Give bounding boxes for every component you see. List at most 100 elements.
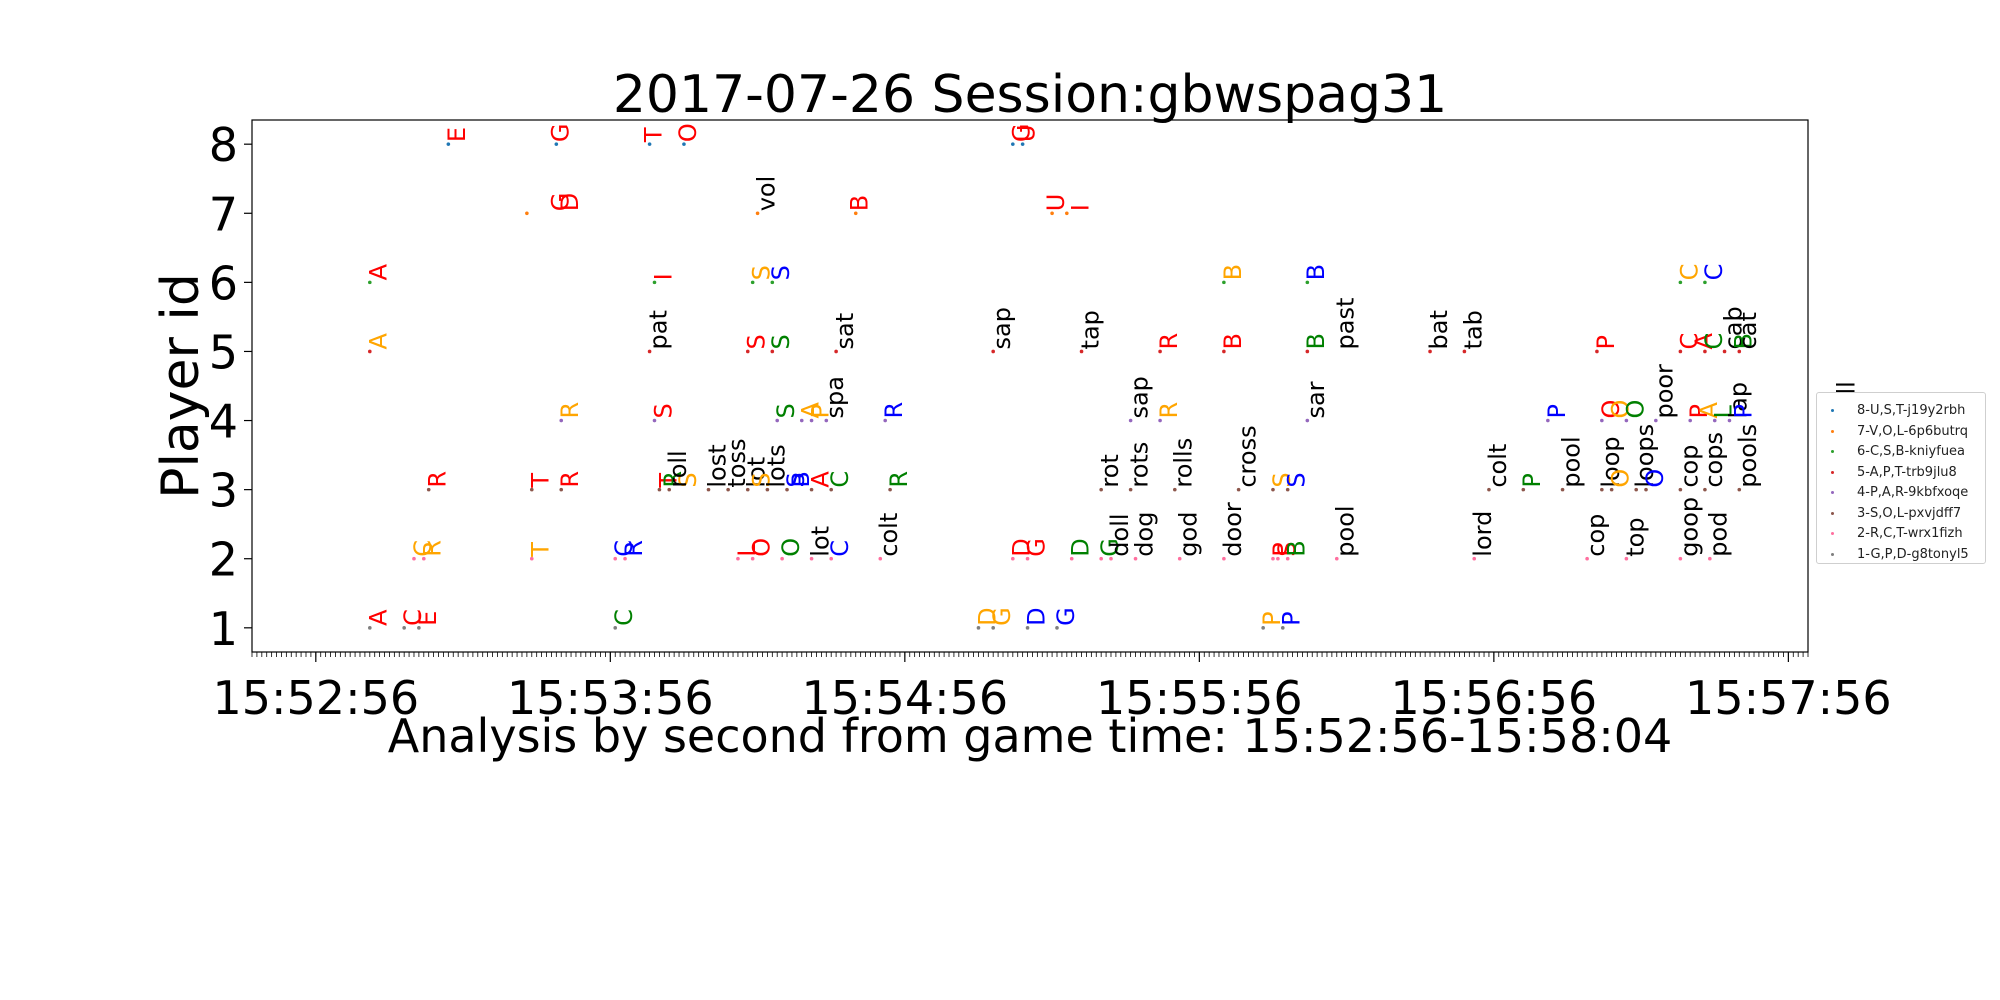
data-point <box>559 487 564 492</box>
data-point <box>878 556 883 561</box>
data-point <box>1133 556 1138 561</box>
annotation-label: G <box>546 193 574 212</box>
data-point <box>554 142 559 146</box>
data-point <box>706 487 711 492</box>
annotation-label: toss <box>723 439 751 488</box>
annotation-label: sar <box>1302 381 1330 418</box>
y-tick-label: 2 <box>209 533 238 587</box>
data-point <box>1236 487 1241 492</box>
data-point <box>1678 487 1683 492</box>
annotation-label: D <box>1008 538 1036 556</box>
annotation-label: C <box>610 540 638 557</box>
annotation-label: R <box>880 402 908 419</box>
data-point <box>824 418 829 423</box>
data-point <box>682 142 686 146</box>
legend-marker <box>1831 532 1834 535</box>
data-point <box>1158 418 1162 423</box>
data-point <box>1428 349 1432 354</box>
y-tick-label: 1 <box>209 602 238 656</box>
annotation-label: O <box>1597 400 1625 419</box>
annotation-label: top <box>1621 517 1649 556</box>
data-point <box>1487 487 1491 492</box>
annotation-label: B <box>1302 333 1330 349</box>
annotation-label: P <box>1543 404 1571 418</box>
annotation-label: T <box>654 473 682 489</box>
annotation-label: T <box>640 127 668 143</box>
data-point <box>1600 418 1604 423</box>
data-point <box>745 349 750 354</box>
x-tick-label: 15:56:56 <box>1391 671 1598 725</box>
data-point <box>888 487 892 492</box>
annotation-label: P <box>1592 335 1620 349</box>
y-tick-label: 3 <box>209 464 238 518</box>
legend-marker <box>1831 409 1834 412</box>
annotation-label: vol <box>752 176 780 212</box>
annotation-label: C <box>409 540 437 557</box>
annotation-label: B <box>1283 540 1311 556</box>
annotation-label: cop <box>1582 514 1610 557</box>
annotation-label: pat <box>644 310 672 349</box>
annotation-label: G <box>546 124 574 143</box>
annotation-label: U <box>1042 194 1070 212</box>
data-point <box>368 280 372 285</box>
annotation-label: roll <box>664 450 692 487</box>
annotation-label: C <box>826 471 854 488</box>
annotation-label: B <box>1729 333 1757 349</box>
data-point <box>1595 349 1599 354</box>
annotation-label: doll <box>1106 513 1134 556</box>
annotation-label: S <box>772 403 800 418</box>
annotation-label: T <box>527 473 555 489</box>
legend-label: 5-A,P,T-trb9jlu8 <box>1857 464 1957 480</box>
annotation-label: O <box>1621 400 1649 419</box>
annotation-label: god <box>1175 512 1203 557</box>
data-point <box>745 487 750 492</box>
annotation-label: R <box>556 402 584 419</box>
data-point <box>1727 418 1732 423</box>
annotation-label: P <box>1268 542 1296 556</box>
data-point <box>785 487 789 492</box>
annotation-label: L <box>1710 405 1738 419</box>
data-point <box>412 556 416 561</box>
y-tick-label: 5 <box>209 325 238 379</box>
legend-label: 7-V,O,L-6p6butrq <box>1857 423 1969 439</box>
annotation-label: S <box>1273 541 1301 556</box>
data-point <box>1050 211 1054 216</box>
annotation-label: B <box>1219 264 1247 280</box>
data-point <box>1109 556 1113 561</box>
annotation-label: R <box>556 471 584 488</box>
annotation-label: D <box>973 607 1001 625</box>
data-point <box>1271 556 1275 561</box>
annotation-label: door <box>1219 502 1247 557</box>
data-point <box>1678 349 1683 354</box>
annotation-label: O <box>1607 400 1635 419</box>
annotation-label: P <box>1518 473 1546 487</box>
data-point <box>1624 418 1629 423</box>
data-point <box>613 626 618 630</box>
data-point <box>809 556 814 561</box>
y-tick-label: 8 <box>209 118 238 172</box>
annotation-label: sat <box>831 313 859 350</box>
annotation-label: I <box>649 273 677 280</box>
chart-title: 2017-07-26 Session:gbwspag31 <box>613 65 1447 125</box>
data-point <box>1737 487 1742 492</box>
annotation-label: B <box>1219 333 1247 349</box>
annotation-label: L <box>733 543 761 557</box>
annotation-label: O <box>1641 469 1669 488</box>
annotation-label: S <box>782 472 810 487</box>
annotation-label: lap <box>1724 382 1752 419</box>
annotation-label: O <box>748 538 776 557</box>
annotation-label: cross <box>1234 425 1262 487</box>
annotation-label: pool <box>1557 436 1585 487</box>
data-point <box>1020 142 1025 146</box>
data-point <box>770 349 775 354</box>
annotation-label: O <box>674 123 702 142</box>
data-point <box>726 487 730 492</box>
annotation-label: colt <box>875 513 903 557</box>
annotation-label: S <box>743 334 771 349</box>
annotation-label: A <box>1690 332 1718 349</box>
x-tick-label: 15:55:56 <box>1096 671 1303 725</box>
annotation-label: S <box>748 265 776 280</box>
data-point <box>1624 556 1629 561</box>
data-point <box>1011 556 1015 561</box>
